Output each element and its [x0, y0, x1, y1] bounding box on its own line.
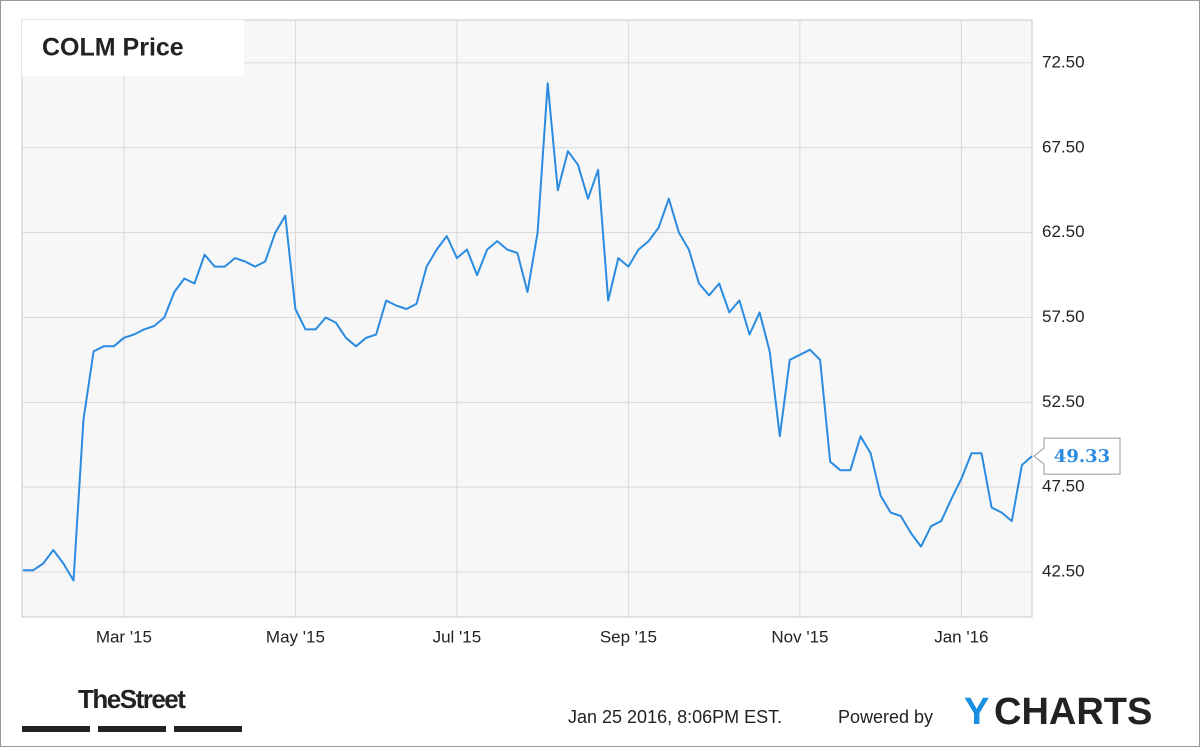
- plot-area: [21, 19, 1033, 618]
- y-tick-label: 52.50: [1042, 392, 1085, 411]
- x-tick-label: Nov '15: [771, 627, 828, 646]
- last-value-label: 49.33: [1054, 446, 1110, 467]
- y-tick-label: 62.50: [1042, 222, 1085, 241]
- source-logo: TheStreet: [78, 684, 186, 714]
- logo-text: CHARTS: [994, 691, 1152, 733]
- value-label-box: [1033, 437, 1121, 475]
- y-tick-label: 42.50: [1042, 562, 1085, 581]
- x-tick-label: May '15: [266, 627, 325, 646]
- chart-title: COLM Price: [42, 34, 184, 62]
- x-tick-label: Jul '15: [433, 627, 482, 646]
- price-line: [23, 82, 1033, 582]
- powered-by: Powered by: [838, 707, 933, 727]
- logo-y: Y: [964, 691, 989, 733]
- y-tick-label: 57.50: [1042, 307, 1085, 326]
- logo-bar: [22, 726, 90, 732]
- x-tick-label: Jan '16: [934, 627, 988, 646]
- x-tick-label: Sep '15: [600, 627, 657, 646]
- y-tick-label: 67.50: [1042, 137, 1085, 156]
- logo-bar: [98, 726, 166, 732]
- logo-bar: [174, 726, 242, 732]
- y-tick-label: 47.50: [1042, 477, 1085, 496]
- title-box: [22, 20, 244, 76]
- y-tick-label: 72.50: [1042, 52, 1085, 71]
- x-tick-label: Mar '15: [96, 627, 152, 646]
- timestamp: Jan 25 2016, 8:06PM EST.: [568, 707, 782, 727]
